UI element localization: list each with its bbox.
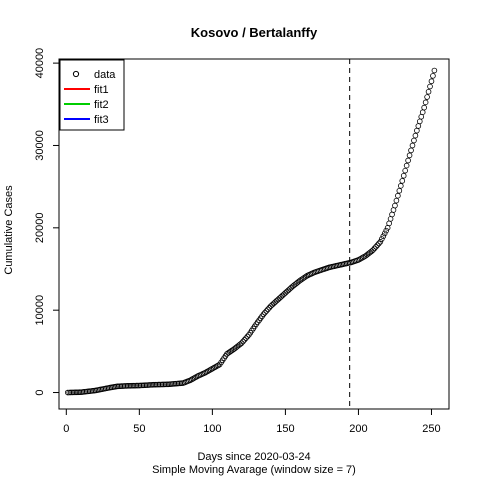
data-point [405, 157, 411, 164]
data-point [370, 247, 376, 253]
data-point [275, 296, 281, 303]
data-point [376, 240, 382, 247]
data-point [402, 167, 408, 174]
chart-subtitle: Simple Moving Avarage (window size = 7) [152, 464, 356, 476]
data-point [279, 292, 286, 299]
data-point [263, 308, 270, 314]
data-point [421, 104, 427, 111]
data-point [392, 202, 398, 209]
data-point [403, 162, 410, 169]
data-point [425, 88, 432, 95]
data-point [411, 137, 417, 144]
data-point [383, 227, 389, 234]
data-point [415, 123, 422, 129]
data-point [379, 236, 385, 242]
data-point [422, 99, 429, 106]
data-point [373, 243, 379, 250]
data-point [368, 248, 375, 255]
data-point [395, 192, 401, 199]
y-tick-label: 30000 [34, 130, 46, 161]
data-point [286, 286, 293, 292]
data-point [381, 230, 388, 237]
data-point [269, 301, 276, 308]
data-point [396, 187, 403, 194]
data-point [380, 233, 387, 240]
legend-point-symbol [72, 70, 80, 78]
data-point [412, 132, 419, 139]
data-point [399, 178, 406, 184]
data-point [262, 309, 268, 316]
data-point [273, 297, 280, 304]
data-point [243, 335, 249, 341]
data-point [278, 294, 284, 300]
data-point [237, 341, 243, 348]
data-point [374, 242, 381, 248]
data-point [270, 300, 277, 307]
data-point [276, 295, 283, 301]
data-point [393, 197, 400, 204]
data-point [285, 287, 292, 294]
data-point [418, 114, 425, 120]
data-point [419, 109, 426, 115]
data-point [400, 172, 407, 179]
data-point [265, 306, 271, 313]
y-tick-label: 0 [34, 389, 46, 395]
data-point [408, 147, 414, 154]
data-point [266, 304, 273, 311]
x-axis-title: Days since 2020-03-24 [197, 451, 310, 463]
data-point [272, 299, 278, 305]
x-tick-label: 250 [422, 423, 440, 435]
y-axis: 0 10000 20000 30000 40000 [34, 48, 59, 396]
legend: data fit1 fit2 fit3 [59, 59, 125, 131]
data-point [281, 291, 287, 298]
x-tick-label: 150 [276, 423, 294, 435]
data-point [428, 78, 435, 85]
data-point [240, 338, 246, 345]
data-point [238, 340, 245, 346]
plot-frame [58, 58, 450, 410]
x-axis: 0 50 100 150 200 250 [63, 409, 441, 435]
data-point [303, 273, 309, 280]
data-series [64, 67, 438, 396]
legend-label: data [94, 69, 116, 81]
x-tick-label: 50 [133, 423, 145, 435]
x-tick-label: 100 [203, 423, 221, 435]
data-point [416, 118, 423, 125]
data-point [406, 152, 413, 159]
y-tick-label: 20000 [34, 213, 46, 244]
data-point [241, 337, 248, 343]
data-point [260, 311, 267, 318]
legend-label: fit1 [94, 84, 109, 96]
legend-label: fit2 [94, 99, 109, 111]
data-point [424, 94, 430, 100]
data-point [284, 288, 290, 295]
data-point [397, 183, 404, 189]
data-point [409, 142, 416, 149]
x-tick-label: 200 [349, 423, 367, 435]
x-tick-label: 0 [63, 423, 69, 435]
data-point [430, 73, 436, 79]
y-tick-label: 40000 [34, 48, 46, 79]
data-point [371, 245, 378, 252]
data-point [427, 83, 433, 90]
y-axis-title: Cumulative Cases [3, 185, 15, 275]
data-point [244, 333, 251, 340]
y-tick-label: 10000 [34, 295, 46, 326]
data-point [414, 127, 420, 134]
data-point [377, 239, 384, 245]
data-point [431, 67, 438, 74]
legend-label: fit3 [94, 114, 109, 126]
data-point [282, 290, 289, 296]
chart-title: Kosovo / Bertalanffy [191, 25, 318, 40]
